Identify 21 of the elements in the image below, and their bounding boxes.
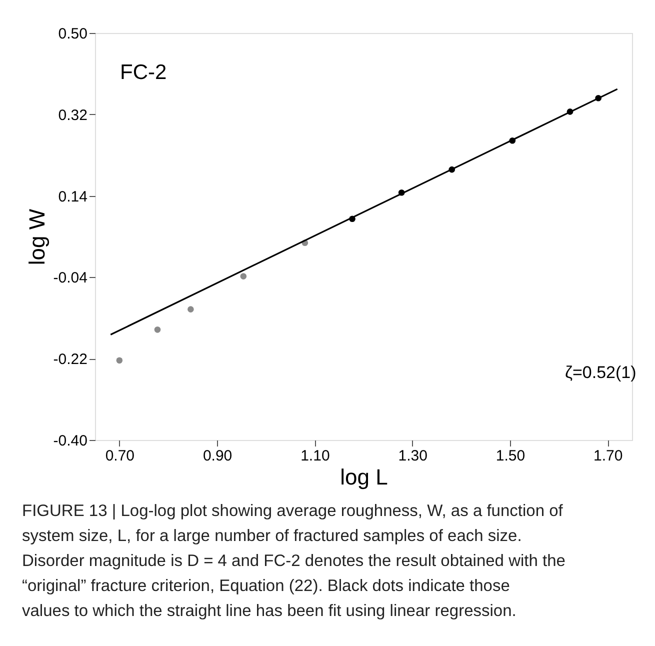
x-tick-label: 1.70 xyxy=(593,448,623,464)
annotation: ζ=0.52(1) xyxy=(565,363,636,382)
y-tick-label: 0.14 xyxy=(58,188,88,206)
x-tick-label: 0.70 xyxy=(105,448,135,464)
point xyxy=(240,273,247,280)
caption: FIGURE 13 | Log-log plot showing average roughness, W, as a function of system size, L, for a large number of fractured samples of each size. Disorder magnitude is D = 4 and FC-2 denotes the result obtained with the “original” fracture criterion, Equation (22). Black dots indicate those values to which the straight line has been fit using linear regression. xyxy=(22,502,566,620)
point xyxy=(116,357,123,364)
y-tick-label: -0.22 xyxy=(53,351,88,368)
x-axis-title: log L xyxy=(340,464,388,490)
point xyxy=(154,326,161,333)
point xyxy=(188,306,194,312)
x-tick-label: 1.50 xyxy=(496,448,526,464)
annotation: FC-2 xyxy=(120,61,167,84)
x-tick-label: 1.30 xyxy=(398,448,428,464)
y-tick-label: 0.50 xyxy=(58,26,88,42)
x-tick-label: 0.90 xyxy=(202,448,232,464)
y-tick-label: 0.32 xyxy=(58,106,88,124)
y-tick-label: -0.40 xyxy=(53,432,88,450)
y-axis-title: log W xyxy=(24,208,50,266)
x-tick-label: 1.10 xyxy=(300,448,330,464)
y-tick-label: -0.04 xyxy=(53,270,88,287)
